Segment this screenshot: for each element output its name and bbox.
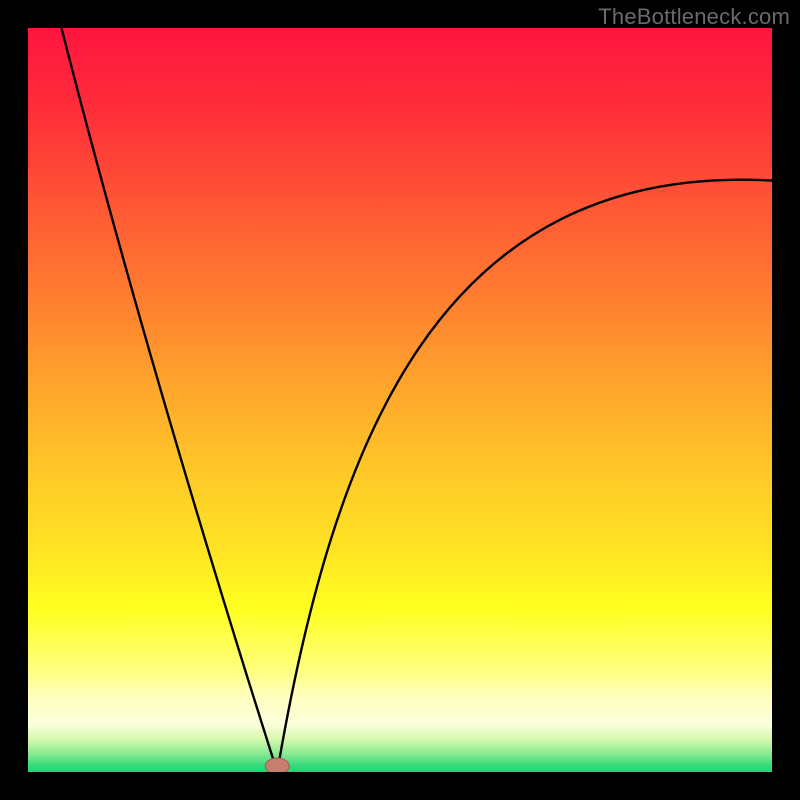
bottleneck-chart — [28, 28, 772, 772]
optimum-marker — [265, 758, 289, 772]
chart-svg — [28, 28, 772, 772]
chart-background — [28, 28, 772, 772]
watermark-label: TheBottleneck.com — [598, 4, 790, 30]
